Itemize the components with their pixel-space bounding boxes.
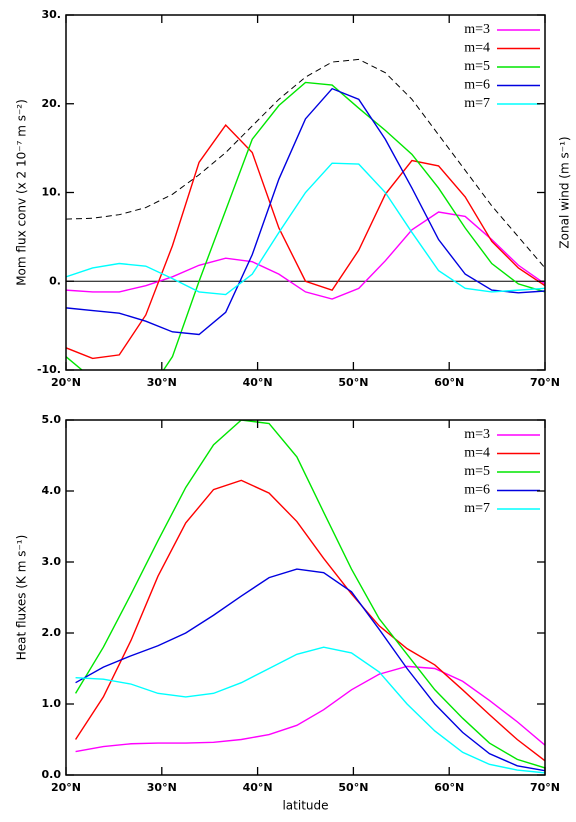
legend-label: m=6 [464,483,490,498]
x-tick-label: 20°N [51,781,81,794]
series-line [74,479,545,762]
y-axis-label: Mom flux conv (x 2 10⁻⁷ m s⁻²) [15,99,29,286]
series-line [74,420,545,769]
x-tick-label: 50°N [338,376,368,389]
y-tick-label: 0.0 [42,768,62,781]
y-tick-label: 1.0 [42,697,62,710]
series-line [66,87,545,336]
y-tick-label: 5.0 [42,413,62,426]
legend-label: m=7 [464,501,490,516]
y2-axis-label: Zonal wind (m s⁻¹) [558,136,572,248]
y-tick-label: -10. [37,363,61,376]
series-line [66,123,545,360]
y-axis-label: Heat fluxes (K m s⁻¹) [15,535,29,661]
legend-label: m=5 [464,59,490,74]
series-line [66,58,545,269]
y-tick-label: 3.0 [42,555,62,568]
series-line [66,81,545,370]
legend-label: m=4 [464,41,490,56]
x-tick-label: 30°N [147,376,177,389]
y-tick-label: 2.0 [42,626,62,639]
plot-frame [65,419,546,776]
x-tick-label: 20°N [51,376,81,389]
y-tick-label: 20. [42,97,62,110]
x-tick-label: 70°N [530,781,560,794]
x-tick-label: 30°N [147,781,177,794]
x-tick-label: 70°N [530,376,560,389]
x-tick-label: 50°N [338,781,368,794]
series-line [75,568,545,772]
series-line [66,162,545,296]
legend-label: m=6 [464,78,490,93]
y-tick-label: 30. [42,8,62,21]
legend-label: m=3 [464,22,490,37]
x-tick-label: 40°N [243,781,273,794]
x-axis-label: latitude [282,799,328,813]
legend-label: m=7 [464,96,490,111]
y-tick-label: 0. [49,274,61,287]
x-tick-label: 60°N [434,781,464,794]
series-line [75,646,545,774]
legend-label: m=4 [464,446,490,461]
x-tick-label: 60°N [434,376,464,389]
x-tick-label: 40°N [243,376,273,389]
series-line [66,211,545,300]
legend-label: m=3 [464,427,490,442]
legend-label: m=5 [464,464,490,479]
y-tick-label: 10. [42,186,62,199]
series-line [75,665,545,753]
y-tick-label: 4.0 [42,484,62,497]
